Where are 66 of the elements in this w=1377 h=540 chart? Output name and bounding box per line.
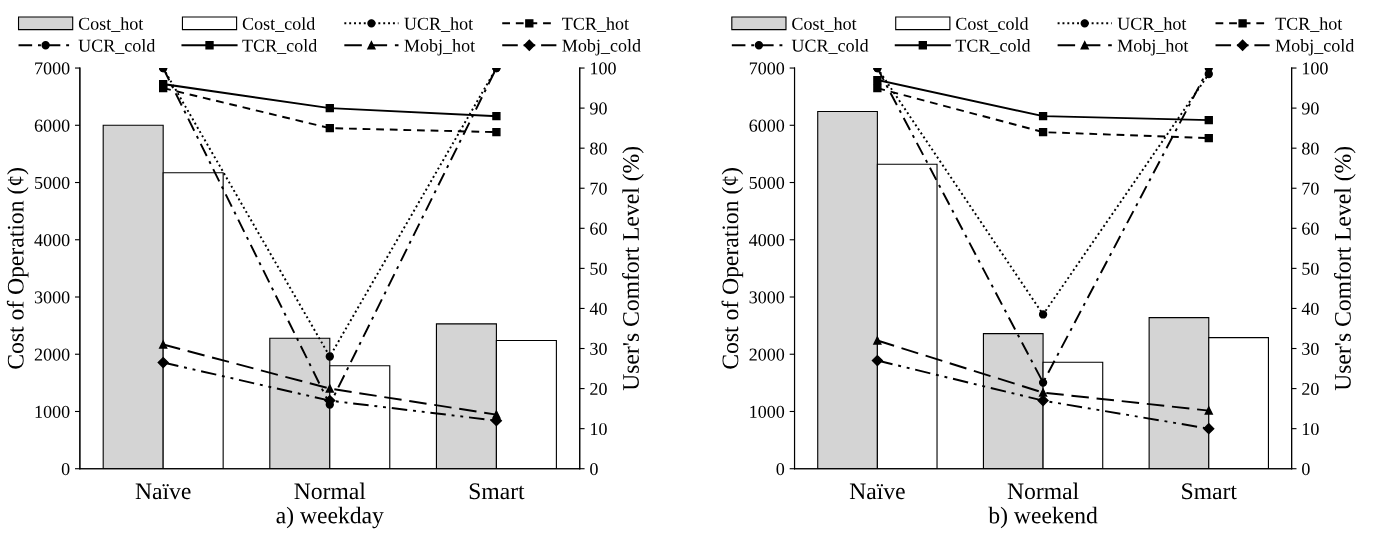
legend-label: UCR_cold [78, 39, 156, 54]
y-axis-title: Cost of Operation (¢) [721, 168, 744, 369]
x-tick-label: Naïve [849, 483, 905, 500]
y2-tick-label: 20 [590, 382, 607, 396]
y-axis-title: Cost of Operation (¢) [6, 168, 29, 369]
y2-axis-title: User's Comfort Level (%) [1333, 146, 1356, 391]
x-tick-label: Normal [294, 482, 366, 500]
y2-tick-label: 20 [1302, 382, 1319, 396]
legend-label: TCR_hot [1275, 17, 1343, 32]
y-tick-label: 6000 [34, 119, 70, 132]
y-tick-label: 4000 [34, 234, 70, 247]
legend-label: Cost_hot [78, 17, 144, 32]
y2-tick-label: 50 [1302, 262, 1319, 275]
y2-tick-label: 70 [590, 182, 607, 195]
x-tick-label: Smart [1182, 483, 1237, 500]
y2-tick-label: 100 [591, 62, 616, 75]
legend-label: Mobj_hot [1117, 39, 1189, 56]
y-tick-label: 4000 [749, 234, 785, 247]
legend-label: Cost_cold [956, 17, 1029, 32]
y-tick-label: 2000 [34, 348, 70, 361]
legend-label: UCR_hot [1117, 17, 1187, 32]
y-tick-label: 7000 [749, 62, 785, 75]
legend-label: Mobj_cold [562, 39, 641, 56]
y2-tick-label: 40 [589, 302, 607, 315]
legend-label: UCR_hot [404, 17, 474, 32]
y2-tick-label: 80 [590, 142, 607, 155]
y-tick-label: 3000 [34, 291, 70, 304]
y-tick-label: 7000 [35, 62, 70, 75]
y2-tick-label: 30 [590, 342, 607, 355]
y2-axis-title: User's Comfort Level (%) [622, 146, 644, 391]
y2-tick-label: 100 [1302, 62, 1328, 75]
legend-label: TCR_cold [955, 39, 1031, 54]
legend-label: TCR_cold [242, 39, 318, 54]
legend-label: Mobj_hot [404, 39, 476, 56]
legend-label: UCR_cold [791, 39, 869, 54]
legend-label: Mobj_cold [1275, 39, 1355, 56]
x-tick-label: Smart [469, 483, 525, 500]
y2-tick-label: 80 [1302, 142, 1319, 155]
y-tick-label: 0 [61, 462, 70, 476]
y2-tick-label: 60 [1302, 222, 1319, 235]
y2-tick-label: 50 [590, 262, 607, 275]
y2-tick-label: 90 [1301, 102, 1319, 115]
y-tick-label: 1000 [35, 405, 70, 418]
y2-tick-label: 40 [1301, 302, 1319, 315]
y2-tick-label: 0 [590, 462, 598, 476]
y-tick-label: 5000 [35, 176, 70, 189]
x-tick-label: Normal [1007, 482, 1079, 500]
y2-tick-label: 0 [1302, 462, 1310, 476]
y2-tick-label: 10 [591, 422, 607, 436]
y2-tick-label: 90 [590, 102, 607, 115]
y2-tick-label: 70 [1302, 182, 1319, 195]
y-tick-label: 3000 [749, 291, 785, 304]
legend-label: TCR_hot [562, 17, 629, 32]
x-tick-label: Naïve [135, 483, 191, 500]
x-axis-title: a) weekday [276, 506, 384, 529]
y-tick-label: 2000 [749, 348, 785, 361]
legend-label: Cost_cold [242, 17, 316, 32]
y-tick-label: 0 [776, 462, 785, 476]
y-tick-label: 6000 [749, 119, 785, 132]
y-tick-label: 5000 [749, 176, 785, 189]
legend-label: Cost_hot [792, 17, 857, 32]
y2-tick-label: 60 [590, 222, 607, 235]
y2-tick-label: 10 [1302, 422, 1319, 436]
y2-tick-label: 30 [1302, 342, 1319, 355]
x-axis-title: b) weekend [988, 506, 1098, 529]
y-tick-label: 1000 [750, 405, 785, 418]
